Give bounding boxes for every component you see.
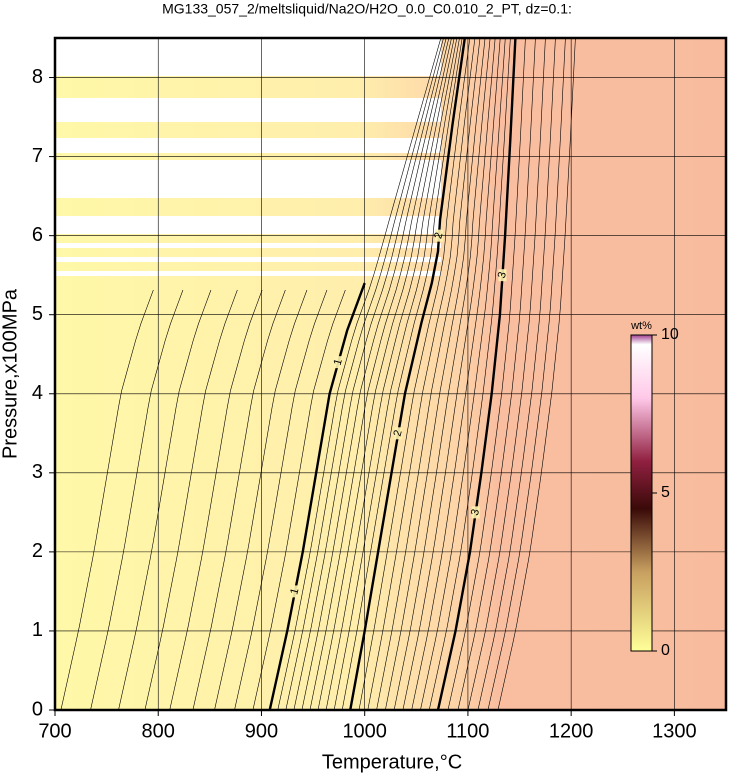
contour-label: 2 — [392, 429, 405, 438]
minor-contour — [293, 38, 447, 710]
minor-contour — [376, 38, 481, 710]
stripes — [55, 38, 441, 276]
x-tick-label: 900 — [245, 720, 278, 742]
minor-contour — [277, 38, 442, 710]
contour-label-bg — [471, 506, 480, 519]
minor-contour — [309, 38, 452, 710]
minor-contour — [118, 289, 212, 710]
minor-contour — [420, 38, 506, 710]
minor-contour — [325, 38, 458, 710]
y-tick-label: 8 — [32, 66, 43, 88]
minor-contour — [192, 289, 286, 710]
minor-contour — [457, 38, 536, 710]
minor-contour — [428, 38, 511, 710]
y-tick-label: 1 — [32, 619, 43, 641]
x-axis-label: Temperature,°C — [322, 751, 462, 773]
y-tick-label: 4 — [32, 382, 43, 404]
minor-contour — [317, 38, 455, 710]
colorbar-tick-label: 5 — [661, 484, 670, 501]
contour-label: 3 — [496, 271, 509, 280]
minor-contour — [367, 38, 476, 710]
minor-contour — [285, 38, 444, 710]
x-tick-label: 1200 — [549, 720, 594, 742]
x-tick-label: 1300 — [652, 720, 697, 742]
x-tick-label: 1000 — [342, 720, 387, 742]
minor-contour — [467, 38, 546, 710]
minor-contour — [447, 38, 526, 710]
x-tick-label: 700 — [38, 720, 71, 742]
chart-title: MG133_057_2/meltsliquid/Na2O/H2O_0.0_C0.… — [162, 1, 572, 17]
y-tick-label: 6 — [32, 224, 43, 246]
colorbar-tick-label: 10 — [661, 326, 679, 343]
y-tick-label: 2 — [32, 540, 43, 562]
contour-label-bg — [334, 356, 343, 369]
x-tick-label: 800 — [142, 720, 175, 742]
minor-contour — [402, 38, 496, 710]
minor-contour — [169, 289, 263, 710]
contour-line — [349, 38, 467, 710]
minor-contour — [393, 38, 491, 710]
minor-contour — [341, 38, 463, 710]
minor-contour — [477, 38, 556, 710]
colorbar-label: wt% — [630, 320, 652, 332]
y-axis-label: Pressure,x100MPa — [0, 288, 21, 459]
minor-contour — [411, 38, 501, 710]
minor-contour — [214, 289, 308, 710]
colorbar-tick-label: 0 — [661, 642, 670, 659]
contour-label-bg — [498, 269, 507, 282]
minor-contour — [333, 38, 460, 710]
minor-contour — [385, 38, 486, 710]
minor-contour — [497, 38, 576, 710]
contour-label-bg — [291, 585, 300, 598]
minor-contour — [234, 289, 328, 710]
contour-label: 1 — [332, 358, 345, 367]
y-tick-label: 7 — [32, 145, 43, 167]
minor-contour — [144, 289, 238, 710]
contour-label: 3 — [469, 508, 482, 517]
minor-contour — [487, 38, 566, 710]
contour-label-bg — [394, 427, 403, 440]
frame — [53, 36, 728, 712]
minor-contour — [252, 289, 346, 710]
contour-label: 1 — [288, 587, 301, 596]
minor-contour — [90, 289, 184, 710]
y-tick-label: 5 — [32, 303, 43, 325]
y-tick-label: 3 — [32, 461, 43, 483]
y-tick-label: 0 — [32, 698, 43, 720]
minor-contour — [60, 289, 154, 710]
minor-contour — [358, 38, 471, 710]
x-tick-label: 1100 — [446, 720, 489, 742]
colorbar — [630, 334, 653, 652]
